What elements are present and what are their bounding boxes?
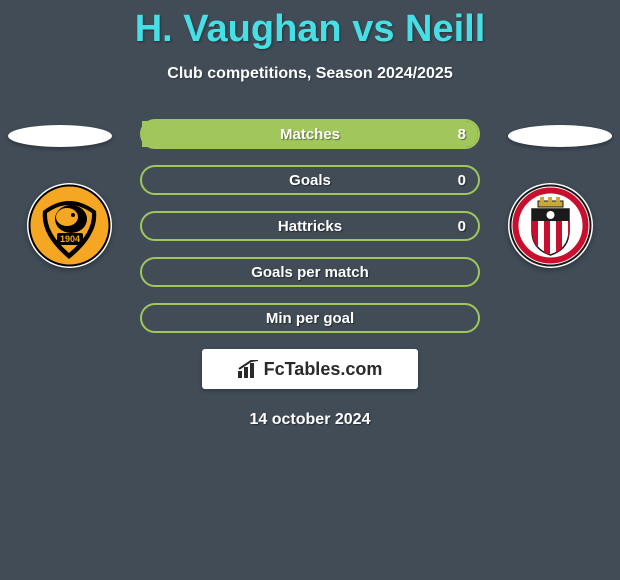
stat-value-right: 0 <box>458 218 466 235</box>
crest-right <box>508 183 593 268</box>
branding-badge[interactable]: FcTables.com <box>202 349 418 389</box>
stat-row: Goals per match <box>140 257 480 287</box>
stat-row: Matches 8 <box>140 119 480 149</box>
stat-label: Hattricks <box>278 218 342 235</box>
stats-list: Matches 8 Goals 0 Hattricks 0 Goals per match M… <box>140 103 480 333</box>
crest-year: 1904 <box>60 234 80 244</box>
stat-row: Goals 0 <box>140 165 480 195</box>
branding-text: FcTables.com <box>264 359 383 380</box>
comparison-panel: 1904 <box>0 103 620 429</box>
player-left-oval <box>8 125 112 147</box>
stat-label: Matches <box>280 126 340 143</box>
stat-row: Hattricks 0 <box>140 211 480 241</box>
crest-left: 1904 <box>27 183 112 268</box>
chart-icon <box>238 360 260 378</box>
date-label: 14 october 2024 <box>0 411 620 429</box>
stat-value-right: 8 <box>458 126 466 143</box>
player-right-oval <box>508 125 612 147</box>
page-title: H. Vaughan vs Neill <box>0 0 620 51</box>
stat-label: Goals <box>289 172 331 189</box>
sunderland-crest-icon <box>508 183 593 268</box>
stat-label: Min per goal <box>266 310 354 327</box>
stat-value-right: 0 <box>458 172 466 189</box>
stat-label: Goals per match <box>251 264 369 281</box>
subtitle: Club competitions, Season 2024/2025 <box>0 65 620 83</box>
stat-row: Min per goal <box>140 303 480 333</box>
hull-crest-icon: 1904 <box>27 183 112 268</box>
